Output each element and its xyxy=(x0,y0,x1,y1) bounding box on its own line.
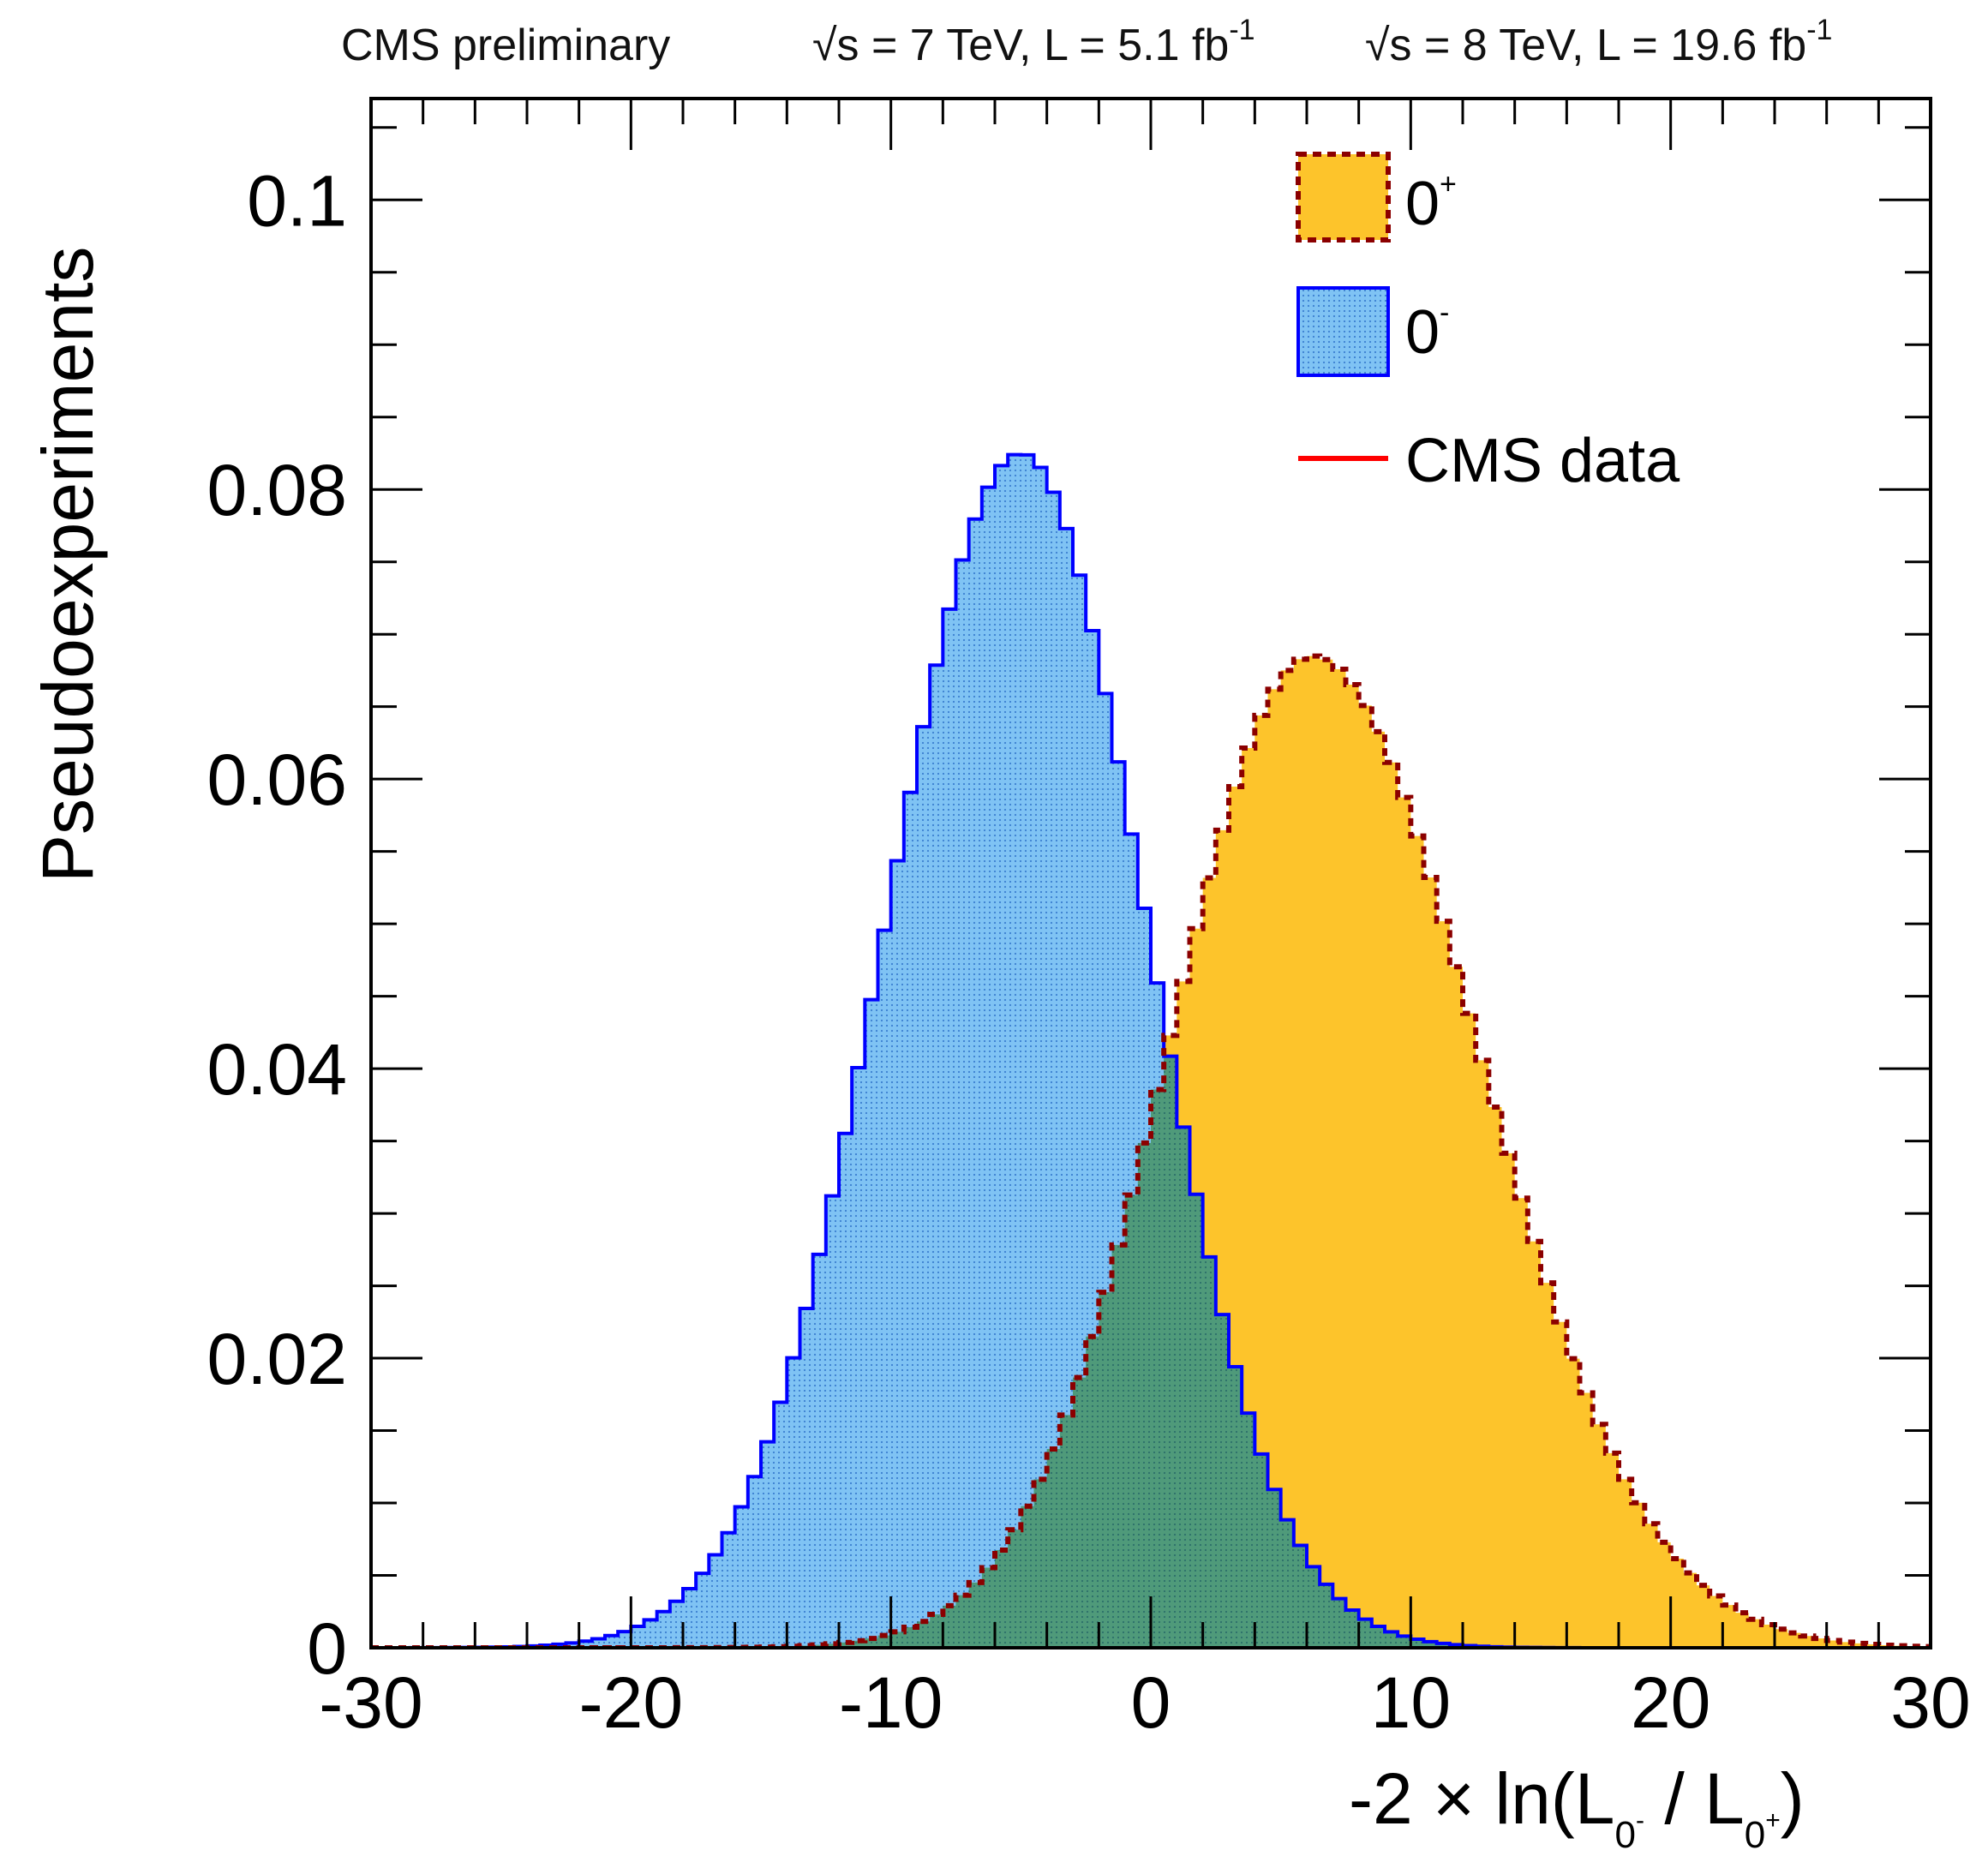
y-tick-label: 0.02 xyxy=(207,1319,348,1399)
x-tick-label: -10 xyxy=(839,1662,943,1743)
hist-overlap-fill xyxy=(371,1056,1931,1648)
legend-label-data: CMS data xyxy=(1405,427,1680,495)
histogram-layer xyxy=(371,452,1931,1648)
legend-swatch-0plus xyxy=(1296,152,1391,242)
y-axis-title: Pseudoexperiments xyxy=(27,247,108,883)
x-tick-label: 20 xyxy=(1631,1662,1710,1743)
lumi-7tev-label: √s = 7 TeV, L = 5.1 fb-1 xyxy=(812,14,1255,70)
y-tick-label: 0.04 xyxy=(207,1029,348,1110)
legend: 0+ 0- CMS data xyxy=(1296,152,1680,495)
legend-swatch-0minus xyxy=(1296,286,1390,377)
axis-layer: -30 -20 -10 0 10 20 30 0 0.02 0.04 0.06 0.08 0.1 xyxy=(207,99,1971,1743)
y-tick-label: 0 xyxy=(307,1608,347,1689)
y-tick-label: 0.06 xyxy=(207,739,348,820)
legend-label-0minus: 0- xyxy=(1405,296,1449,367)
legend-label-0plus: 0+ xyxy=(1405,168,1457,238)
hist-0minus-fill xyxy=(371,454,1931,1648)
x-tick-label: -20 xyxy=(579,1662,683,1743)
x-tick-label: -30 xyxy=(319,1662,422,1743)
x-tick-label: 10 xyxy=(1371,1662,1451,1743)
y-tick-label: 0.1 xyxy=(247,160,347,241)
experiment-label: CMS preliminary xyxy=(341,21,670,70)
lumi-8tev-label: √s = 8 TeV, L = 19.6 fb-1 xyxy=(1365,14,1832,70)
x-tick-label: 0 xyxy=(1131,1662,1171,1743)
x-tick-label: 30 xyxy=(1890,1662,1970,1743)
x-axis-title: -2 × ln(L0- / L0+) xyxy=(1349,1758,1805,1856)
y-tick-label: 0.08 xyxy=(207,450,348,530)
